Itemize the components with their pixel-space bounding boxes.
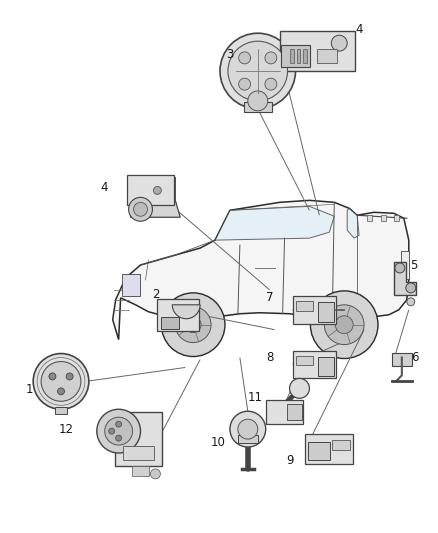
FancyBboxPatch shape bbox=[290, 49, 293, 63]
Circle shape bbox=[33, 353, 89, 409]
Circle shape bbox=[238, 419, 258, 439]
FancyBboxPatch shape bbox=[381, 215, 386, 221]
Circle shape bbox=[41, 361, 81, 401]
FancyBboxPatch shape bbox=[318, 302, 334, 322]
Text: 12: 12 bbox=[59, 423, 74, 435]
Polygon shape bbox=[215, 206, 334, 240]
Circle shape bbox=[220, 33, 296, 109]
Circle shape bbox=[265, 52, 277, 64]
Circle shape bbox=[335, 316, 353, 334]
Circle shape bbox=[239, 52, 251, 64]
FancyBboxPatch shape bbox=[238, 435, 258, 443]
Circle shape bbox=[230, 411, 266, 447]
FancyBboxPatch shape bbox=[266, 400, 304, 424]
FancyBboxPatch shape bbox=[392, 352, 412, 367]
Circle shape bbox=[66, 373, 73, 380]
Text: 11: 11 bbox=[247, 391, 262, 404]
Circle shape bbox=[407, 298, 415, 306]
Text: 7: 7 bbox=[266, 292, 273, 304]
Circle shape bbox=[150, 469, 160, 479]
Circle shape bbox=[265, 78, 277, 90]
Circle shape bbox=[290, 378, 309, 398]
Circle shape bbox=[109, 428, 115, 434]
FancyBboxPatch shape bbox=[305, 434, 353, 464]
Circle shape bbox=[153, 187, 161, 195]
Text: 10: 10 bbox=[211, 435, 226, 449]
FancyBboxPatch shape bbox=[293, 296, 336, 324]
Circle shape bbox=[185, 317, 201, 333]
FancyBboxPatch shape bbox=[115, 411, 162, 466]
Polygon shape bbox=[394, 262, 416, 295]
FancyBboxPatch shape bbox=[296, 356, 314, 366]
Text: 6: 6 bbox=[411, 351, 418, 364]
FancyBboxPatch shape bbox=[157, 299, 199, 330]
Circle shape bbox=[239, 78, 251, 90]
Text: 3: 3 bbox=[226, 47, 233, 61]
FancyBboxPatch shape bbox=[318, 49, 337, 63]
Circle shape bbox=[331, 35, 347, 51]
Wedge shape bbox=[172, 305, 200, 319]
FancyBboxPatch shape bbox=[318, 357, 334, 376]
FancyBboxPatch shape bbox=[280, 31, 355, 71]
Circle shape bbox=[324, 305, 364, 345]
Text: 5: 5 bbox=[410, 259, 417, 271]
Polygon shape bbox=[347, 208, 359, 238]
Circle shape bbox=[134, 203, 148, 216]
FancyBboxPatch shape bbox=[297, 49, 300, 63]
Circle shape bbox=[406, 283, 416, 293]
Circle shape bbox=[129, 197, 152, 221]
Text: 4: 4 bbox=[355, 23, 363, 36]
Polygon shape bbox=[131, 177, 180, 217]
FancyBboxPatch shape bbox=[293, 351, 336, 378]
Circle shape bbox=[105, 417, 133, 445]
Circle shape bbox=[116, 435, 122, 441]
Circle shape bbox=[57, 388, 64, 395]
FancyBboxPatch shape bbox=[281, 45, 311, 67]
Text: 2: 2 bbox=[152, 288, 159, 301]
Circle shape bbox=[175, 307, 211, 343]
Circle shape bbox=[161, 293, 225, 357]
Circle shape bbox=[97, 409, 141, 453]
FancyBboxPatch shape bbox=[122, 274, 140, 296]
FancyBboxPatch shape bbox=[131, 466, 149, 476]
Circle shape bbox=[248, 91, 268, 111]
FancyBboxPatch shape bbox=[394, 215, 399, 221]
FancyBboxPatch shape bbox=[244, 102, 272, 112]
FancyBboxPatch shape bbox=[401, 251, 409, 279]
FancyBboxPatch shape bbox=[308, 442, 330, 460]
FancyBboxPatch shape bbox=[296, 301, 314, 311]
FancyBboxPatch shape bbox=[55, 407, 67, 414]
FancyBboxPatch shape bbox=[287, 404, 302, 420]
FancyBboxPatch shape bbox=[127, 175, 174, 205]
Text: 4: 4 bbox=[100, 181, 107, 194]
Circle shape bbox=[228, 41, 288, 101]
FancyBboxPatch shape bbox=[367, 215, 371, 221]
Text: 8: 8 bbox=[266, 351, 273, 364]
Circle shape bbox=[116, 421, 122, 427]
Circle shape bbox=[395, 263, 405, 273]
Polygon shape bbox=[113, 200, 409, 340]
Circle shape bbox=[311, 291, 378, 359]
FancyBboxPatch shape bbox=[332, 440, 350, 450]
FancyBboxPatch shape bbox=[304, 49, 307, 63]
Text: 9: 9 bbox=[286, 455, 293, 467]
FancyBboxPatch shape bbox=[123, 446, 155, 461]
FancyBboxPatch shape bbox=[161, 317, 179, 329]
Circle shape bbox=[49, 373, 56, 380]
Text: 1: 1 bbox=[25, 383, 33, 396]
